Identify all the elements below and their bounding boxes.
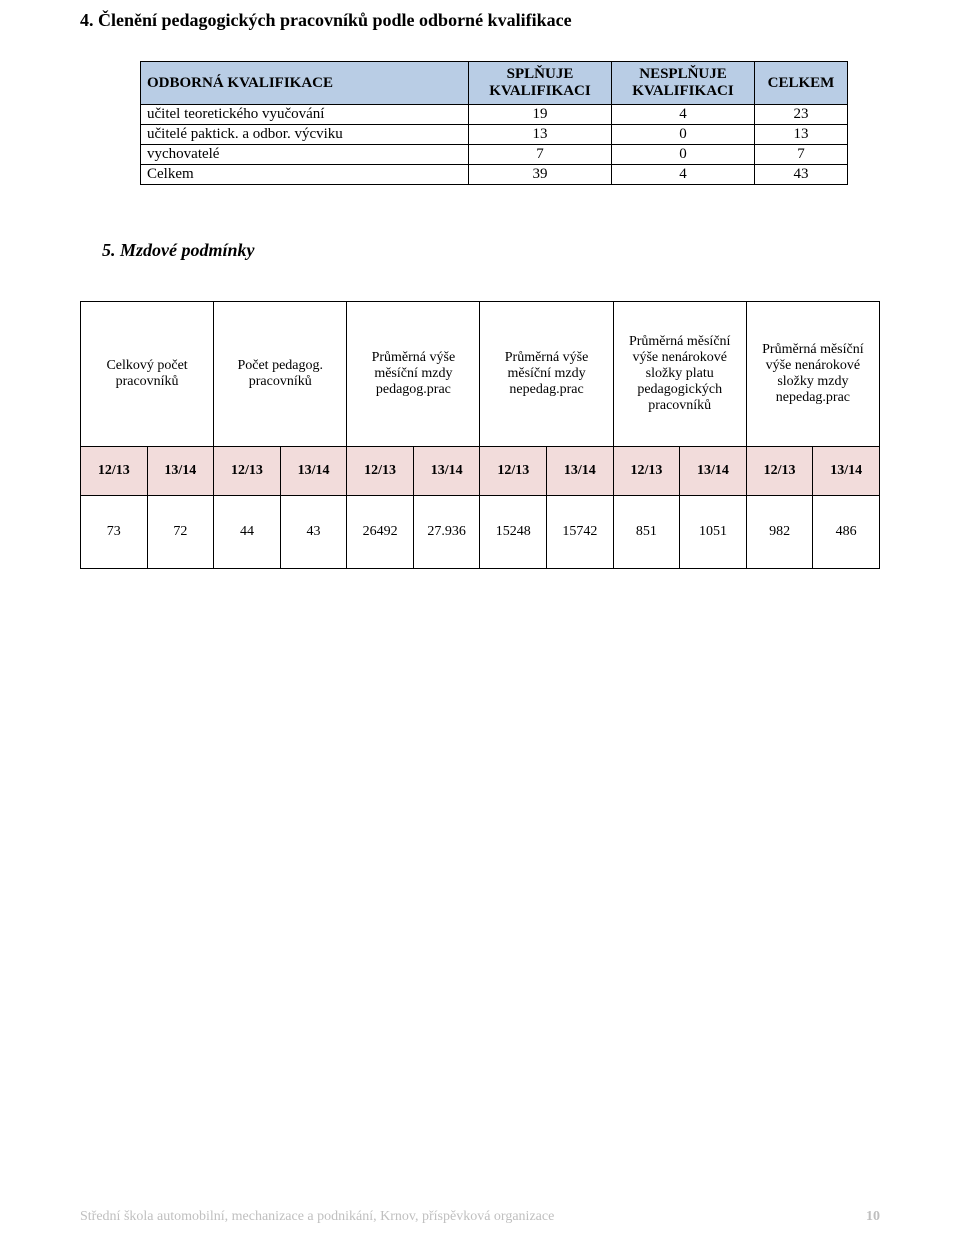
t1-header-total: CELKEM <box>755 62 848 105</box>
t1-cell: 13 <box>755 125 848 145</box>
t1-cell: 0 <box>612 125 755 145</box>
t2-cell: 44 <box>214 496 281 569</box>
table-row: učitelé paktick. a odbor. výcviku 13 0 1… <box>141 125 848 145</box>
t1-cell: 4 <box>612 105 755 125</box>
t2-cell: 1051 <box>680 496 747 569</box>
t2-year: 12/13 <box>81 447 148 496</box>
t1-cell: učitel teoretického vyučování <box>141 105 469 125</box>
t2-cell: 43 <box>280 496 347 569</box>
t2-header: Celkový počet pracovníků <box>81 302 214 447</box>
t2-header: Počet pedagog. pracovníků <box>214 302 347 447</box>
page-footer: Střední škola automobilní, mechanizace a… <box>80 1209 880 1225</box>
t2-year: 13/14 <box>547 447 614 496</box>
t2-header: Průměrná výše měsíční mzdy nepedag.prac <box>480 302 613 447</box>
footer-text: Střední škola automobilní, mechanizace a… <box>80 1209 554 1224</box>
t2-cell: 851 <box>613 496 680 569</box>
t2-year: 12/13 <box>613 447 680 496</box>
t2-cell: 486 <box>813 496 880 569</box>
table-row: Celkem 39 4 43 <box>141 165 848 185</box>
t2-cell: 27.936 <box>413 496 480 569</box>
t2-header: Průměrná měsíční výše nenárokové složky … <box>613 302 746 447</box>
t1-cell: 4 <box>612 165 755 185</box>
t1-header-meets: SPLŇUJE KVALIFIKACI <box>469 62 612 105</box>
t1-cell: 7 <box>755 145 848 165</box>
table-row: vychovatelé 7 0 7 <box>141 145 848 165</box>
t2-year: 13/14 <box>147 447 214 496</box>
t2-cell: 15248 <box>480 496 547 569</box>
t1-cell: 43 <box>755 165 848 185</box>
t1-cell: 39 <box>469 165 612 185</box>
t2-year: 13/14 <box>413 447 480 496</box>
section-4-title: 4. Členění pedagogických pracovníků podl… <box>80 10 880 31</box>
t2-year: 13/14 <box>280 447 347 496</box>
t2-cell: 73 <box>81 496 148 569</box>
t1-cell: 0 <box>612 145 755 165</box>
t2-year: 12/13 <box>746 447 813 496</box>
t2-cell: 72 <box>147 496 214 569</box>
t2-year: 12/13 <box>214 447 281 496</box>
page-number: 10 <box>866 1209 880 1225</box>
t1-cell: Celkem <box>141 165 469 185</box>
t2-header: Průměrná výše měsíční mzdy pedagog.prac <box>347 302 480 447</box>
t2-year: 12/13 <box>480 447 547 496</box>
section-5-title: 5. Mzdové podmínky <box>102 240 880 261</box>
qualification-table: ODBORNÁ KVALIFIKACE SPLŇUJE KVALIFIKACI … <box>140 61 848 185</box>
t1-header-notmeets: NESPLŇUJE KVALIFIKACI <box>612 62 755 105</box>
t1-header-qualification: ODBORNÁ KVALIFIKACE <box>141 62 469 105</box>
salary-table: Celkový počet pracovníků Počet pedagog. … <box>80 301 880 569</box>
t1-cell: vychovatelé <box>141 145 469 165</box>
t1-cell: 19 <box>469 105 612 125</box>
t1-cell: 13 <box>469 125 612 145</box>
t2-year: 13/14 <box>680 447 747 496</box>
t2-cell: 982 <box>746 496 813 569</box>
t1-cell: 23 <box>755 105 848 125</box>
t2-cell: 26492 <box>347 496 414 569</box>
t1-cell: učitelé paktick. a odbor. výcviku <box>141 125 469 145</box>
t2-cell: 15742 <box>547 496 614 569</box>
table-row: učitel teoretického vyučování 19 4 23 <box>141 105 848 125</box>
t2-header: Průměrná měsíční výše nenárokové složky … <box>746 302 879 447</box>
t1-cell: 7 <box>469 145 612 165</box>
t2-year: 12/13 <box>347 447 414 496</box>
t2-year: 13/14 <box>813 447 880 496</box>
